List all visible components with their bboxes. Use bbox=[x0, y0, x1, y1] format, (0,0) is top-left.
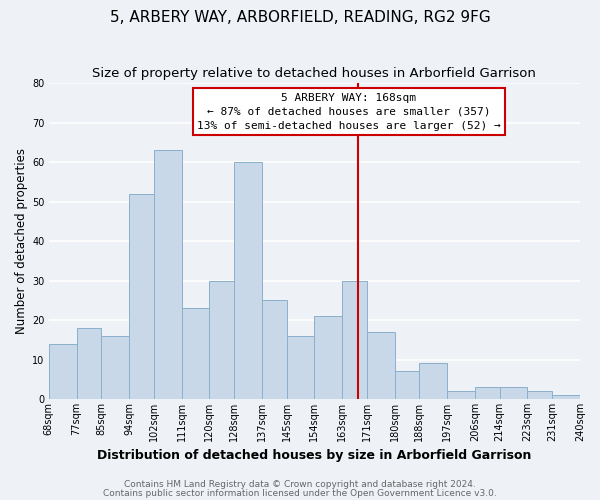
Bar bbox=[447, 391, 475, 399]
Bar bbox=[287, 336, 314, 399]
Bar bbox=[527, 391, 552, 399]
Bar bbox=[500, 387, 527, 399]
Bar bbox=[552, 395, 580, 399]
Bar bbox=[234, 162, 262, 399]
Text: Contains HM Land Registry data © Crown copyright and database right 2024.: Contains HM Land Registry data © Crown c… bbox=[124, 480, 476, 489]
Text: Contains public sector information licensed under the Open Government Licence v3: Contains public sector information licen… bbox=[103, 488, 497, 498]
Bar bbox=[475, 387, 500, 399]
Bar bbox=[367, 332, 395, 399]
Bar bbox=[342, 280, 367, 399]
Bar bbox=[314, 316, 342, 399]
Bar bbox=[77, 328, 101, 399]
Bar bbox=[262, 300, 287, 399]
Bar bbox=[419, 364, 447, 399]
Y-axis label: Number of detached properties: Number of detached properties bbox=[15, 148, 28, 334]
Title: Size of property relative to detached houses in Arborfield Garrison: Size of property relative to detached ho… bbox=[92, 68, 536, 80]
Bar bbox=[154, 150, 182, 399]
Bar bbox=[49, 344, 77, 399]
Text: 5, ARBERY WAY, ARBORFIELD, READING, RG2 9FG: 5, ARBERY WAY, ARBORFIELD, READING, RG2 … bbox=[110, 10, 490, 25]
Bar bbox=[129, 194, 154, 399]
Bar bbox=[182, 308, 209, 399]
Bar bbox=[101, 336, 129, 399]
Bar bbox=[395, 372, 419, 399]
X-axis label: Distribution of detached houses by size in Arborfield Garrison: Distribution of detached houses by size … bbox=[97, 450, 532, 462]
Text: 5 ARBERY WAY: 168sqm
← 87% of detached houses are smaller (357)
13% of semi-deta: 5 ARBERY WAY: 168sqm ← 87% of detached h… bbox=[197, 92, 501, 130]
Bar bbox=[209, 280, 234, 399]
